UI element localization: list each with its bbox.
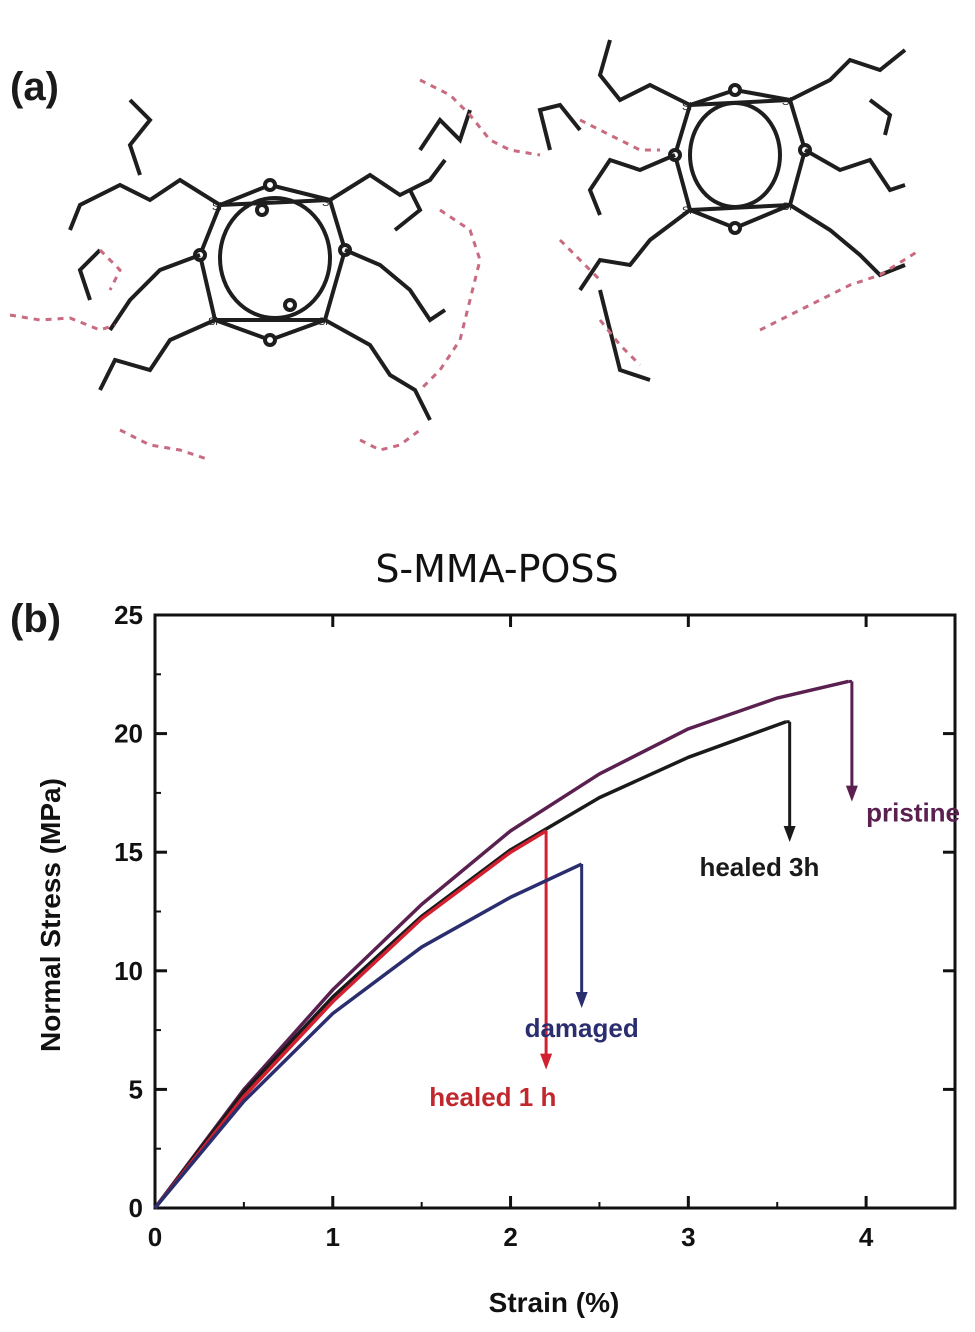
si-atom-label: Si (322, 197, 332, 209)
series-label: damaged (525, 1013, 639, 1043)
si-atom-label: Si (208, 316, 218, 328)
y-axis-label: Normal Stress (MPa) (35, 778, 66, 1052)
panel-b-label: (b) (10, 597, 61, 641)
failure-arrow-head (575, 992, 588, 1009)
stress-strain-chart: 0 1 2 3 4 0 5 10 15 20 25 pristine healed 3h healed 1… (114, 600, 960, 1252)
si-atom-label: Si (318, 316, 328, 328)
plot-frame (153, 613, 957, 1210)
x-tick-label: 3 (681, 1222, 695, 1252)
si-atom-label: Si (212, 201, 222, 213)
series-line (153, 720, 787, 1210)
y-tick-label: 15 (114, 837, 143, 867)
poss-cage-left (68, 98, 472, 421)
series-line (153, 679, 849, 1210)
x-tick-label: 4 (859, 1222, 874, 1252)
si-atom-label: Si (782, 201, 792, 213)
y-tick-label: 25 (114, 600, 143, 630)
failure-arrow-head (845, 785, 858, 802)
sulfur-chains (9, 78, 921, 462)
poss-structure-diagram: Si Si Si Si Si Si Si Si (9, 39, 921, 462)
failure-arrow-head (783, 825, 796, 842)
poss-cage-right (537, 39, 907, 382)
failure-arrow-head (540, 1053, 553, 1070)
x-axis-label: Strain (%) (489, 1287, 620, 1318)
series-label: pristine (866, 797, 960, 827)
series-label: healed 3h (699, 852, 819, 882)
y-tick-label: 5 (129, 1074, 143, 1104)
series-line (153, 862, 583, 1210)
x-tick-label: 0 (148, 1222, 162, 1252)
x-tick-label: 2 (503, 1222, 517, 1252)
series-line (153, 829, 548, 1210)
x-tick-label: 1 (326, 1222, 340, 1252)
series-label: healed 1 h (429, 1082, 556, 1112)
si-atom-label: Si (682, 101, 692, 113)
si-atom-label: Si (682, 205, 692, 217)
y-tick-label: 20 (114, 719, 143, 749)
y-tick-label: 0 (129, 1193, 143, 1223)
panel-a-label: (a) (10, 65, 59, 109)
si-atom-label: Si (782, 96, 792, 108)
chart-title: S-MMA-POSS (375, 547, 618, 591)
y-tick-label: 10 (114, 956, 143, 986)
